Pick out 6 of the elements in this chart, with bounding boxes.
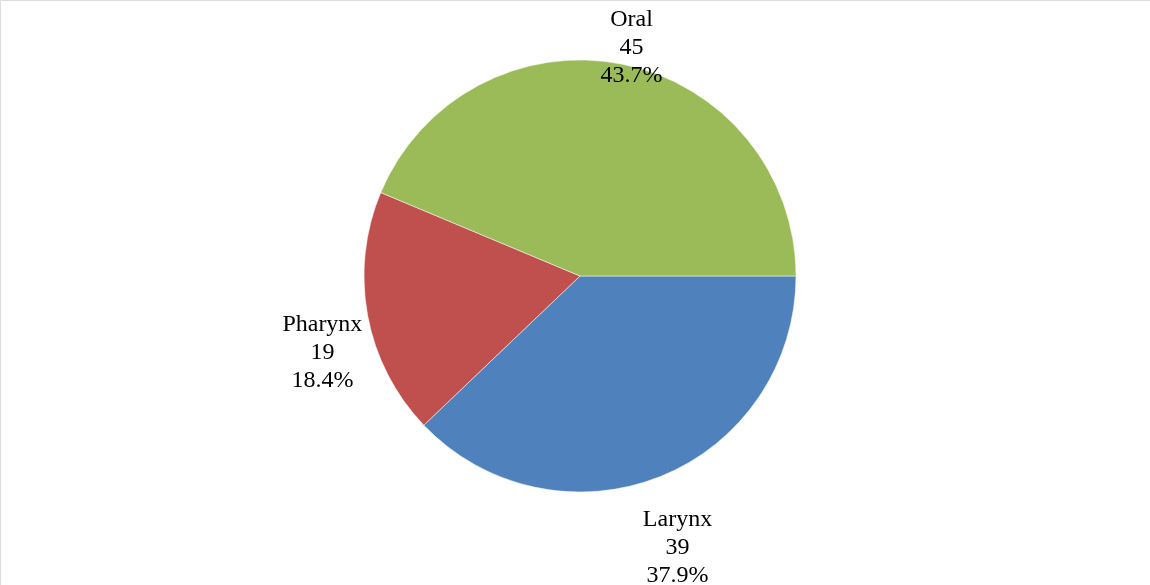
slice-label: Oral bbox=[610, 5, 654, 32]
data-label: 19 18.4% bbox=[291, 337, 354, 392]
slice-label: Larynx bbox=[642, 505, 713, 532]
data-label: 39 37.9% bbox=[646, 533, 709, 585]
data-label: 45 43.7% bbox=[600, 33, 663, 88]
slice-label: Pharynx bbox=[282, 309, 363, 336]
